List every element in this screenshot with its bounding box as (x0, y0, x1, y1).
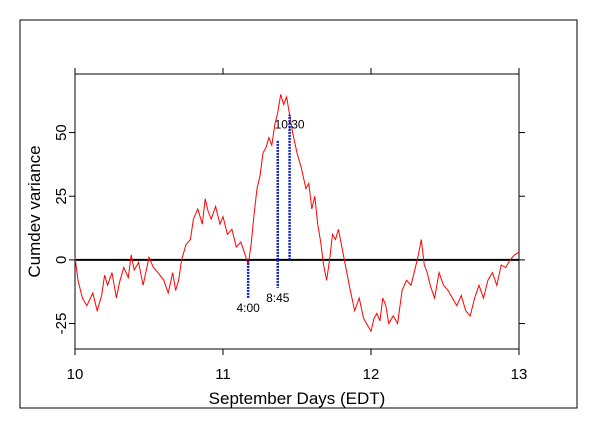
plot-area-frame (74, 73, 520, 350)
y-axis: -25 0 25 50 (53, 124, 525, 334)
y-axis-title: Cumdev variance (25, 145, 44, 277)
x-axis-title: September Days (EDT) (209, 389, 386, 408)
x-tick-label: 10 (67, 366, 84, 383)
y-tick-label: -25 (53, 313, 70, 335)
x-axis: 10 11 12 13 (67, 68, 528, 383)
event-marker-label: 10:30 (275, 118, 305, 132)
y-tick-label: 50 (53, 124, 70, 141)
cumdev-series-line (74, 94, 520, 333)
event-markers: 4:00 8:45 10:30 (236, 114, 305, 315)
x-tick-label: 11 (215, 366, 231, 383)
y-tick-label: 0 (53, 256, 70, 264)
y-tick-label: 25 (53, 188, 70, 205)
x-tick-label: 12 (363, 366, 380, 383)
event-marker-label: 4:00 (236, 301, 260, 315)
outer-frame (19, 19, 578, 409)
event-marker-label: 8:45 (266, 291, 290, 305)
x-tick-label: 13 (511, 366, 528, 383)
